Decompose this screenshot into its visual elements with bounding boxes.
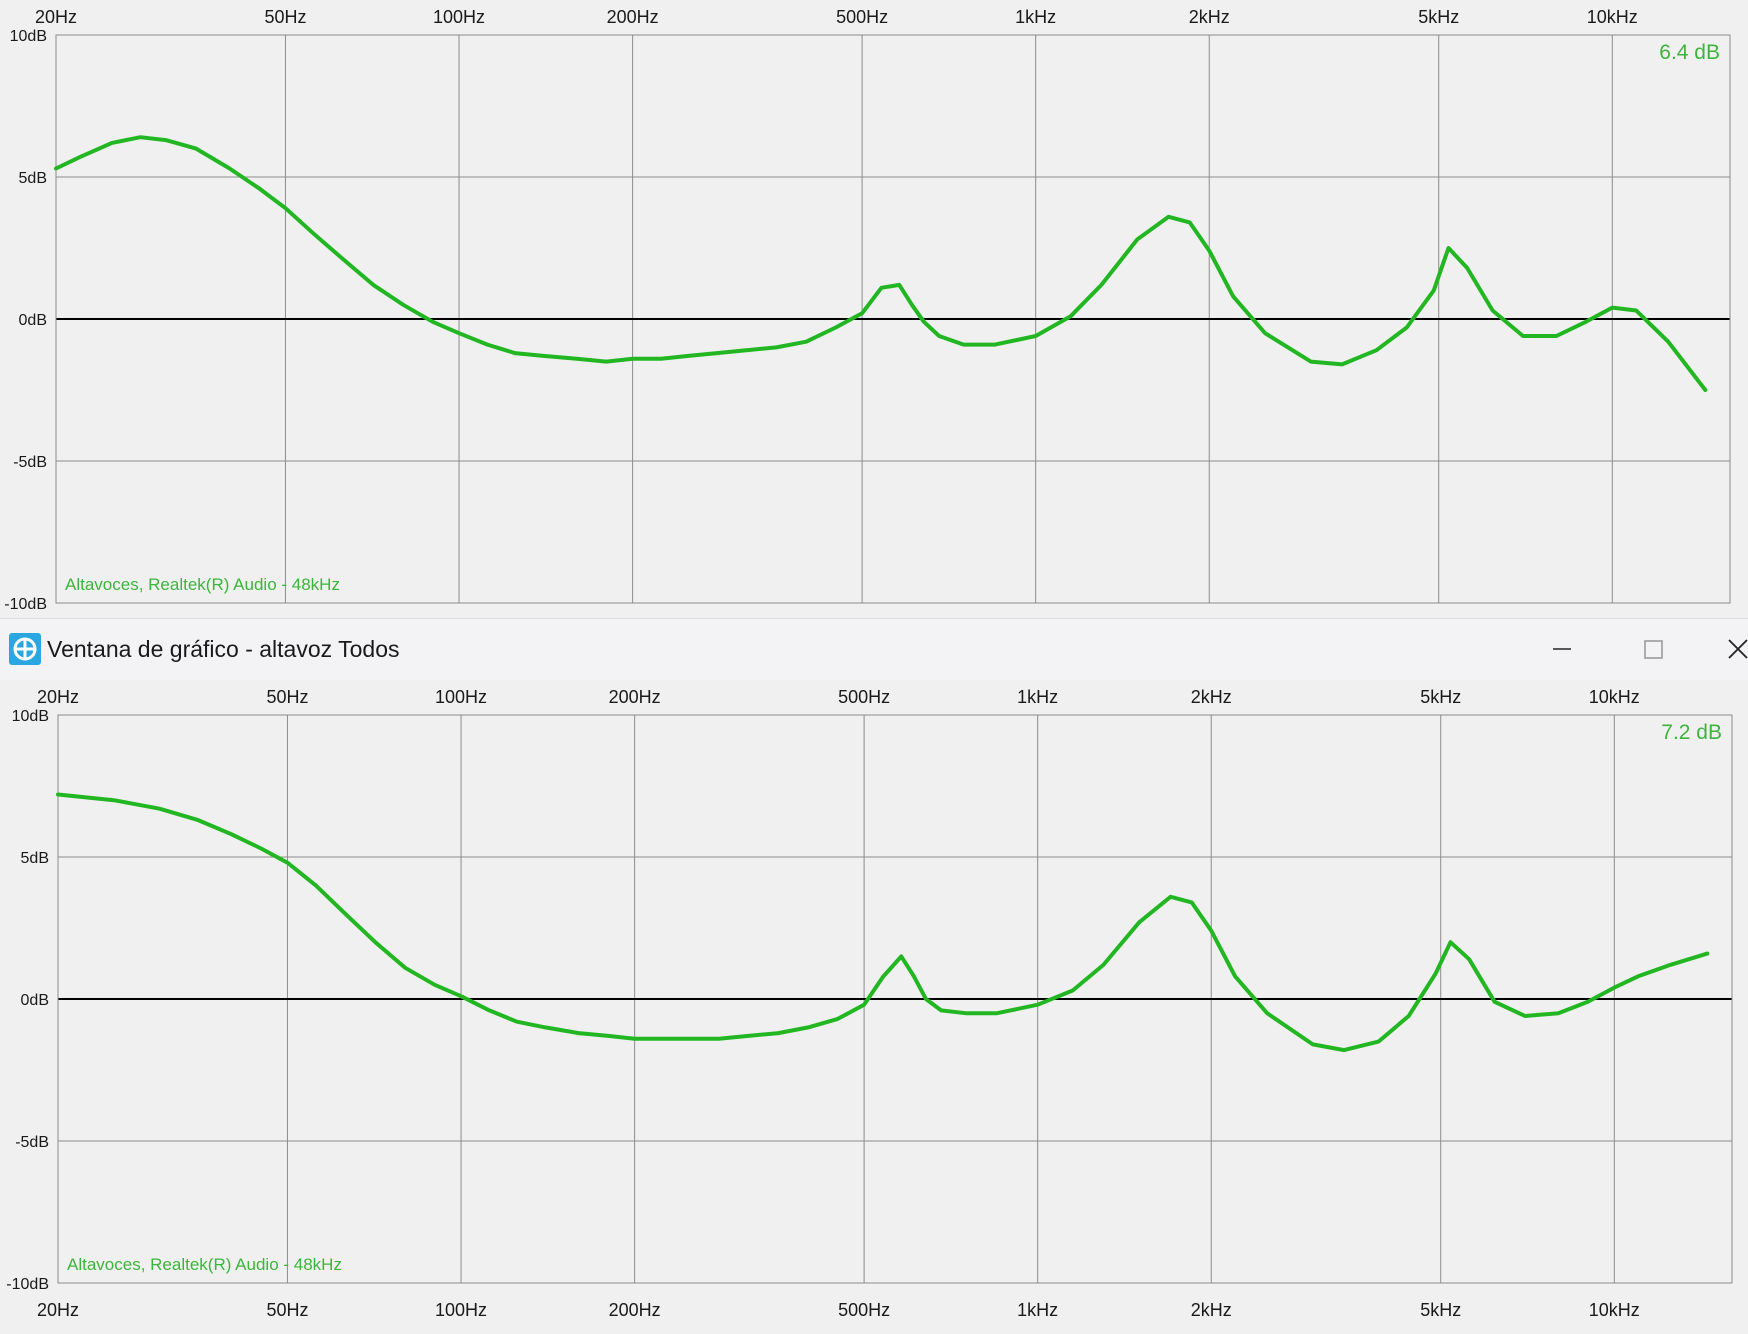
y-tick-label: -10dB [6, 1276, 49, 1293]
y-tick-label: -5dB [15, 1134, 49, 1151]
x-tick-label-bottom: 1kHz [1017, 1300, 1058, 1320]
y-tick-label: 5dB [21, 850, 49, 867]
window-title: Ventana de gráfico - altavoz Todos [47, 636, 400, 662]
x-tick-label: 100Hz [435, 687, 487, 707]
x-tick-label-bottom: 20Hz [37, 1300, 79, 1320]
graph-pane-bottom: 20Hz 20Hz 50Hz 50Hz 100Hz 100Hz 200Hz 200Hz 500H… [0, 680, 1748, 1329]
y-tick-label: -5dB [13, 454, 47, 471]
x-tick-label: 10kHz [1587, 7, 1638, 27]
x-tick-label: 50Hz [264, 7, 306, 27]
y-tick-label: 10dB [12, 708, 49, 725]
x-tick-label: 1kHz [1017, 687, 1058, 707]
x-tick-label: 2kHz [1189, 7, 1230, 27]
x-tick-label: 200Hz [607, 7, 659, 27]
y-tick-label: 0dB [21, 992, 49, 1009]
y-tick-label: 0dB [19, 312, 47, 329]
x-tick-label: 20Hz [35, 7, 77, 27]
window-titlebar[interactable]: Ventana de gráfico - altavoz Todos [0, 618, 1748, 681]
peak-value-label: 7.2 dB [1661, 721, 1722, 744]
y-tick-label: -10dB [4, 596, 47, 613]
x-tick-label: 5kHz [1418, 7, 1459, 27]
response-chart-top[interactable]: 20Hz 50Hz 100Hz 200Hz 500Hz 1kHz 2kHz 5kHz 10kHz… [0, 0, 1748, 618]
x-tick-label-bottom: 10kHz [1589, 1300, 1640, 1320]
x-tick-label: 10kHz [1589, 687, 1640, 707]
x-tick-label-bottom: 500Hz [838, 1300, 890, 1320]
x-tick-label-bottom: 50Hz [266, 1300, 308, 1320]
plot-frame [55, 34, 1731, 604]
maximize-icon[interactable] [1628, 629, 1678, 669]
y-tick-label: 5dB [19, 170, 47, 187]
x-tick-label-bottom: 2kHz [1191, 1300, 1232, 1320]
response-curve [56, 792, 1710, 1053]
plot-frame [57, 714, 1733, 1284]
close-icon[interactable] [1712, 629, 1748, 669]
x-tick-label-bottom: 5kHz [1420, 1300, 1461, 1320]
x-tick-label: 200Hz [609, 687, 661, 707]
x-tick-label: 100Hz [433, 7, 485, 27]
response-curve [54, 135, 1708, 392]
response-chart-bottom[interactable]: 20Hz 20Hz 50Hz 50Hz 100Hz 100Hz 200Hz 200Hz 500H… [0, 680, 1748, 1329]
y-tick-label: 10dB [10, 28, 47, 45]
x-tick-label: 500Hz [836, 7, 888, 27]
minimize-icon[interactable] [1536, 629, 1586, 669]
x-tick-label: 5kHz [1420, 687, 1461, 707]
x-tick-label-bottom: 100Hz [435, 1300, 487, 1320]
x-tick-label: 2kHz [1191, 687, 1232, 707]
peak-value-label: 6.4 dB [1659, 41, 1720, 64]
device-label: Altavoces, Realtek(R) Audio - 48kHz [65, 575, 340, 594]
app-logo-icon [9, 633, 41, 665]
x-tick-label: 1kHz [1015, 7, 1056, 27]
device-label: Altavoces, Realtek(R) Audio - 48kHz [67, 1255, 342, 1274]
x-tick-label: 500Hz [838, 687, 890, 707]
graph-pane-top: 20Hz 50Hz 100Hz 200Hz 500Hz 1kHz 2kHz 5kHz 10kHz… [0, 0, 1748, 618]
x-tick-label-bottom: 200Hz [609, 1300, 661, 1320]
x-tick-label: 20Hz [37, 687, 79, 707]
x-tick-label: 50Hz [266, 687, 308, 707]
